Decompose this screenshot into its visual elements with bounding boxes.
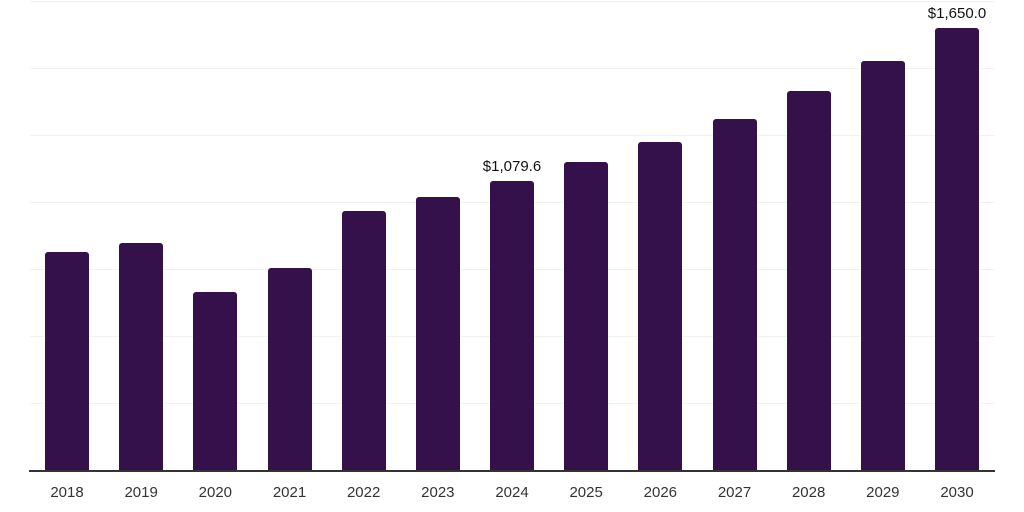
bar-2023 xyxy=(415,196,460,470)
x-tick-2021: 2021 xyxy=(272,484,307,501)
gridline-1500 xyxy=(30,68,995,69)
x-tick-2018: 2018 xyxy=(50,484,84,501)
x-tick-2025: 2025 xyxy=(569,484,603,501)
bar-2020 xyxy=(193,291,238,470)
value-label-2030: $1,650.0 xyxy=(927,4,987,22)
bar-2021 xyxy=(267,268,312,470)
bar-2029 xyxy=(860,61,905,470)
x-tick-2019: 2019 xyxy=(124,484,158,501)
bar-2019 xyxy=(119,242,164,470)
bar-2027 xyxy=(712,118,757,470)
x-axis-line xyxy=(29,470,995,472)
bar-2028 xyxy=(786,90,831,470)
bar-2030 xyxy=(935,27,979,470)
x-tick-2027: 2027 xyxy=(717,484,752,501)
x-tick-2030: 2030 xyxy=(940,484,974,501)
x-tick-2024: 2024 xyxy=(495,484,529,501)
x-tick-2023: 2023 xyxy=(421,484,455,501)
x-tick-2020: 2020 xyxy=(198,484,233,501)
gridline-1250 xyxy=(30,135,995,136)
gridline-1750 xyxy=(30,1,995,2)
x-tick-2022: 2022 xyxy=(346,484,381,501)
bar-2026 xyxy=(638,141,683,470)
bar-2024 xyxy=(490,180,534,470)
bar-2022 xyxy=(341,211,386,470)
x-tick-2029: 2029 xyxy=(866,484,900,501)
bar-2025 xyxy=(564,162,609,470)
x-tick-2026: 2026 xyxy=(643,484,678,501)
bar-2018 xyxy=(45,251,89,470)
x-tick-2028: 2028 xyxy=(791,484,826,501)
value-label-2024: $1,079.6 xyxy=(482,157,542,175)
